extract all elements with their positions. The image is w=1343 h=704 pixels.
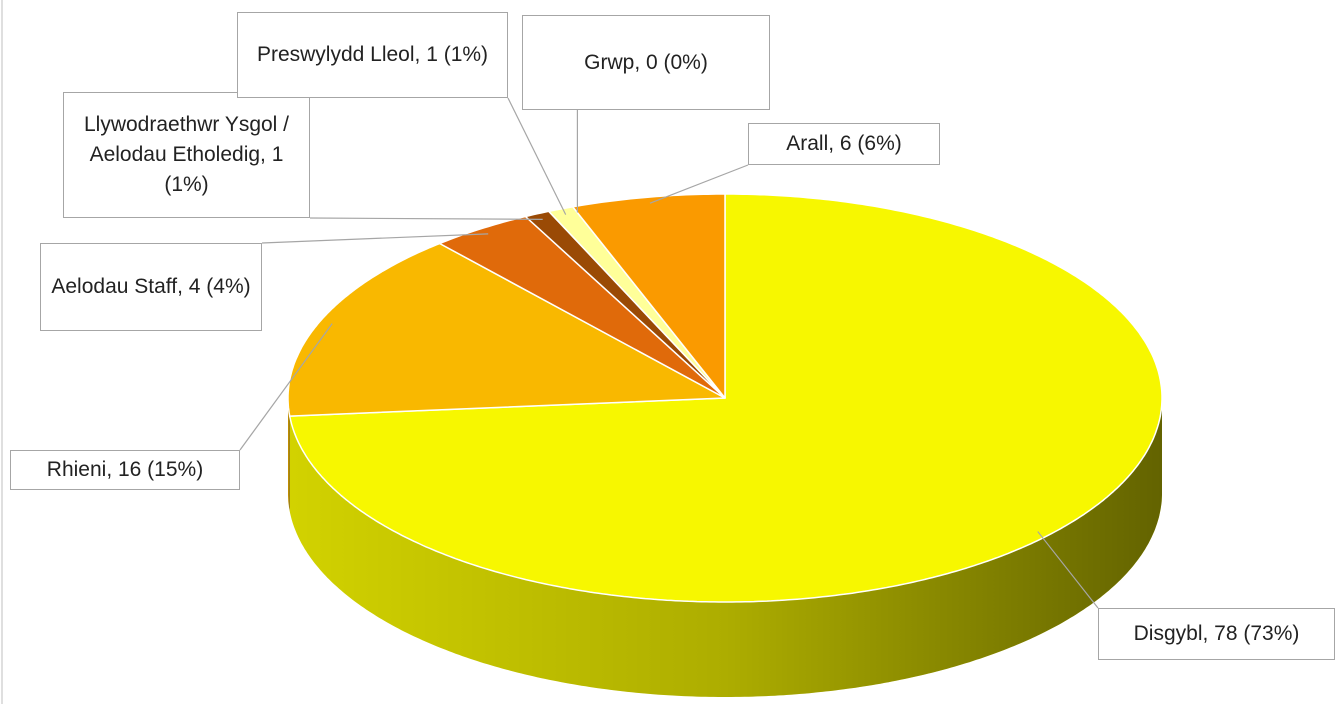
data-label: Preswylydd Lleol, 1 (1%) (237, 12, 508, 98)
leader-line (1037, 531, 1099, 609)
leader-line (239, 323, 333, 451)
data-label: Arall, 6 (6%) (748, 123, 940, 165)
slice (288, 193, 1163, 603)
slice (548, 206, 726, 399)
leader-line (261, 233, 489, 244)
data-label: Grwp, 0 (0%) (522, 15, 770, 110)
leader-line (309, 217, 543, 220)
data-label: Llywodraethwr Ysgol / Aelodau Etholedig,… (63, 92, 310, 218)
leader-line (649, 164, 749, 204)
slice (287, 242, 726, 417)
slice-side-shade (289, 398, 1162, 697)
data-label: Aelodau Staff, 4 (4%) (40, 243, 262, 331)
leader-line (507, 97, 567, 215)
data-label: Disgybl, 78 (73%) (1098, 608, 1335, 660)
slice-side-shade (288, 398, 290, 512)
data-label: Rhieni, 16 (15%) (10, 450, 240, 490)
slice (572, 193, 726, 399)
slice (524, 210, 726, 399)
